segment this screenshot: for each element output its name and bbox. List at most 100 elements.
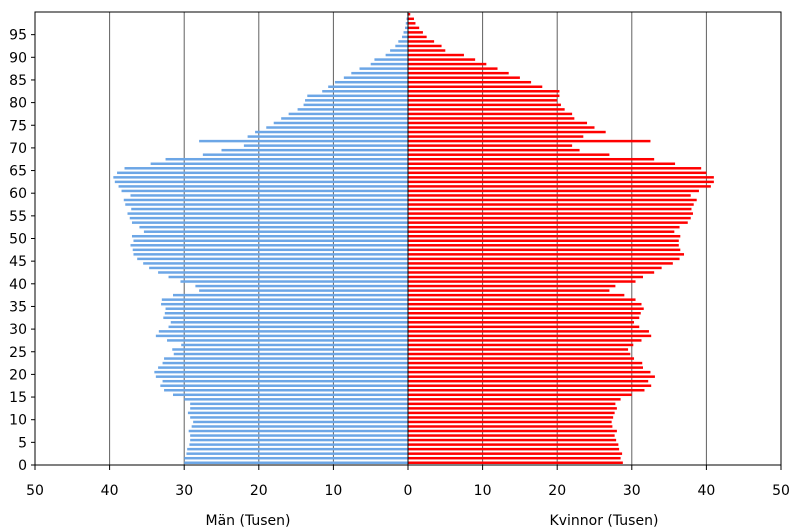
bar-men xyxy=(187,447,408,451)
bar-women xyxy=(408,316,640,320)
bar-men xyxy=(164,389,408,392)
bar-men xyxy=(305,99,408,102)
bar-men xyxy=(297,108,408,111)
bar-women xyxy=(408,13,411,16)
bar-women xyxy=(408,366,643,369)
bar-women xyxy=(408,17,414,21)
bar-men xyxy=(161,302,408,306)
bar-women xyxy=(408,221,688,224)
bar-men xyxy=(390,49,408,52)
bar-men xyxy=(118,185,408,188)
x-axis-label-men: Män (Tusen) xyxy=(206,513,291,529)
bar-men xyxy=(190,438,408,442)
y-tick-label: 50 xyxy=(9,232,27,248)
bar-men xyxy=(150,162,408,166)
y-tick-label: 15 xyxy=(9,390,27,406)
bar-men xyxy=(190,407,408,410)
bar-men xyxy=(403,31,408,34)
bar-women xyxy=(408,44,442,48)
bar-men xyxy=(322,90,408,93)
bar-women xyxy=(408,230,675,233)
bar-women xyxy=(408,171,707,175)
bar-men xyxy=(288,112,408,116)
bar-women xyxy=(408,216,691,220)
bar-women xyxy=(408,384,652,387)
bar-women xyxy=(408,343,634,347)
bar-men xyxy=(199,139,408,143)
bar-women xyxy=(408,198,697,202)
x-tick-label: 40 xyxy=(697,483,715,499)
bar-men xyxy=(186,452,408,455)
bar-women xyxy=(408,389,645,392)
y-tick-label: 30 xyxy=(9,322,27,338)
bar-men xyxy=(160,384,408,387)
bar-men xyxy=(180,280,408,283)
bar-men xyxy=(307,94,408,98)
bar-women xyxy=(408,157,655,161)
bar-men xyxy=(163,316,408,320)
y-tick-label: 70 xyxy=(9,141,27,157)
bar-men xyxy=(154,370,408,374)
bar-men xyxy=(266,126,408,129)
bar-men xyxy=(243,144,408,147)
bar-women xyxy=(408,275,643,279)
bar-women xyxy=(408,189,699,193)
bar-women xyxy=(408,443,619,446)
bar-men xyxy=(121,189,408,193)
bar-men xyxy=(162,361,408,365)
bar-women xyxy=(408,361,643,365)
bar-men xyxy=(184,456,408,460)
bar-women xyxy=(408,80,532,84)
bar-men xyxy=(161,298,408,301)
bar-men xyxy=(395,44,408,48)
bar-women xyxy=(408,402,616,406)
bar-men xyxy=(164,357,408,360)
bars-group xyxy=(113,13,714,464)
bar-women xyxy=(408,411,615,415)
bar-men xyxy=(143,230,408,233)
bar-men xyxy=(143,262,409,265)
bar-men xyxy=(406,17,408,21)
bar-women xyxy=(408,244,679,247)
y-tick-label: 80 xyxy=(9,96,27,112)
bar-women xyxy=(408,139,651,143)
bar-women xyxy=(408,225,680,229)
y-tick-label: 40 xyxy=(9,277,27,293)
bar-men xyxy=(173,352,408,356)
bar-women xyxy=(408,85,543,88)
bar-women xyxy=(408,35,427,39)
bar-women xyxy=(408,284,616,288)
bar-men xyxy=(170,321,408,324)
bar-men xyxy=(133,239,409,243)
bar-men xyxy=(281,117,408,120)
bar-women xyxy=(408,298,636,301)
bar-women xyxy=(408,62,487,66)
bar-men xyxy=(255,130,408,134)
bar-men xyxy=(374,58,408,61)
bar-men xyxy=(190,416,408,419)
bar-women xyxy=(408,425,613,428)
bar-women xyxy=(408,420,612,424)
bar-men xyxy=(351,71,408,75)
bar-men xyxy=(158,330,408,333)
bar-men xyxy=(189,443,408,446)
bar-men xyxy=(113,176,408,179)
y-axis-ticks: 0 5 10 15 20 25 30 35 40 45 50 55 60 65 70 75 80 85 90 95 xyxy=(9,28,35,474)
bar-women xyxy=(408,280,636,283)
bar-men xyxy=(405,26,408,30)
bar-women xyxy=(408,126,595,129)
y-tick-label: 20 xyxy=(9,367,27,383)
bar-women xyxy=(408,162,676,166)
bar-men xyxy=(402,35,408,39)
y-tick-label: 5 xyxy=(18,435,27,451)
bar-men xyxy=(405,22,408,25)
bar-men xyxy=(117,171,408,175)
bar-men xyxy=(165,157,408,161)
bar-women xyxy=(408,325,640,329)
y-tick-label: 0 xyxy=(18,458,27,474)
bar-women xyxy=(408,339,642,342)
x-tick-label: 10 xyxy=(324,483,342,499)
bar-women xyxy=(408,311,641,315)
bar-men xyxy=(167,339,408,342)
